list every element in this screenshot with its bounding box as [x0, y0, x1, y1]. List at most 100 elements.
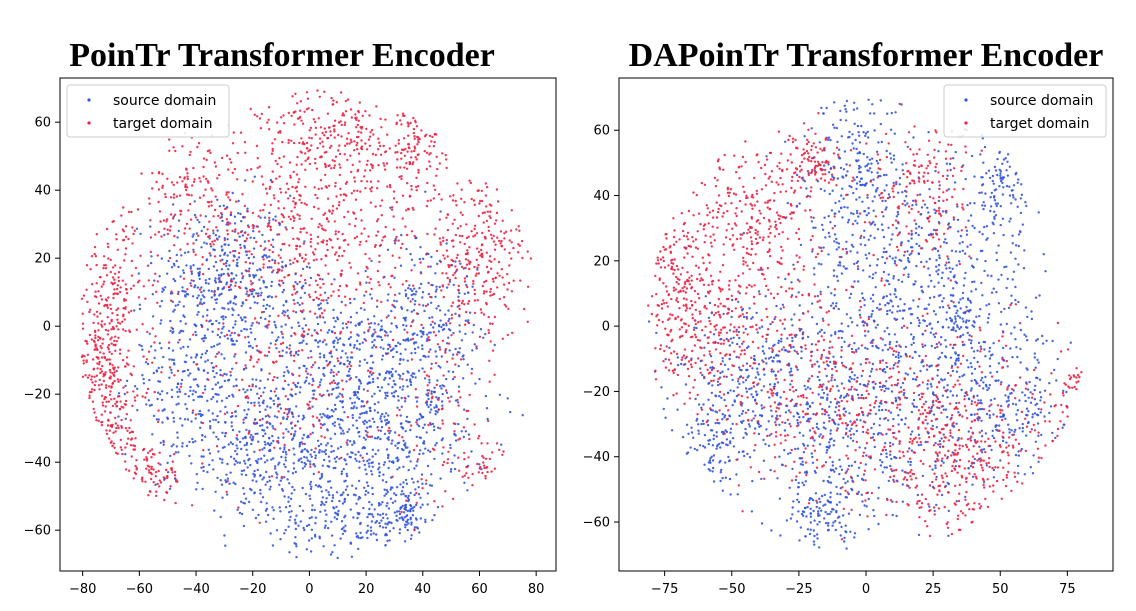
source-point: [208, 463, 211, 466]
source-point: [203, 296, 206, 299]
source-point: [370, 354, 374, 357]
source-point: [214, 277, 217, 280]
source-point: [409, 288, 412, 291]
target-point: [413, 145, 416, 148]
target-point: [310, 366, 313, 369]
target-point: [237, 232, 240, 235]
target-point: [460, 265, 464, 269]
source-point: [399, 507, 402, 510]
source-point: [355, 375, 358, 379]
source-point: [344, 524, 347, 527]
source-point: [306, 436, 309, 439]
target-point: [188, 202, 192, 206]
target-point: [512, 279, 515, 282]
target-point: [322, 239, 325, 242]
source-point: [458, 315, 461, 318]
target-point: [473, 423, 476, 426]
target-point: [465, 472, 468, 475]
source-point: [947, 277, 950, 280]
source-point: [369, 526, 373, 529]
target-point: [405, 162, 408, 165]
source-point: [284, 226, 287, 229]
target-point: [330, 212, 334, 215]
target-point: [383, 168, 387, 171]
target-point: [282, 155, 286, 158]
source-point: [1034, 339, 1038, 342]
target-point: [396, 114, 399, 117]
source-point: [346, 430, 349, 434]
target-point: [650, 295, 654, 298]
source-point: [392, 527, 395, 530]
target-point: [827, 310, 831, 313]
source-point: [296, 381, 300, 385]
target-point: [271, 147, 274, 151]
target-point: [337, 359, 340, 363]
target-point: [945, 177, 948, 181]
source-point: [330, 450, 333, 453]
target-point: [190, 194, 193, 197]
target-point: [99, 345, 102, 348]
target-point: [161, 184, 164, 187]
source-point: [890, 457, 893, 461]
target-point: [506, 273, 509, 276]
source-point: [243, 444, 246, 447]
target-point: [353, 237, 356, 240]
source-point: [360, 412, 364, 415]
target-point: [491, 451, 494, 454]
target-point: [368, 114, 371, 117]
source-point: [332, 374, 335, 378]
source-point: [232, 309, 235, 312]
target-point: [490, 237, 494, 240]
source-point: [151, 293, 154, 296]
target-point: [154, 475, 157, 478]
target-point: [169, 225, 172, 228]
source-point: [218, 294, 221, 297]
target-point: [144, 396, 147, 399]
source-point: [135, 227, 139, 230]
target-point: [275, 177, 278, 180]
target-point: [301, 302, 304, 305]
target-point: [251, 211, 255, 215]
source-point: [272, 402, 276, 406]
target-point: [755, 328, 758, 331]
source-point: [407, 499, 410, 503]
target-point: [711, 283, 714, 286]
target-point: [262, 258, 265, 261]
target-point: [287, 316, 291, 320]
source-point: [403, 540, 407, 543]
source-point: [343, 498, 346, 501]
source-point: [211, 369, 215, 373]
source-point: [384, 526, 388, 529]
source-point: [382, 463, 386, 466]
target-point: [105, 429, 108, 432]
source-point: [281, 260, 284, 264]
target-point: [342, 199, 345, 202]
target-point: [293, 206, 296, 209]
target-point: [781, 322, 784, 325]
target-point: [322, 228, 325, 231]
target-point: [463, 277, 467, 280]
source-point: [298, 391, 302, 394]
target-point: [124, 283, 128, 286]
target-point: [189, 218, 193, 221]
source-point: [352, 440, 356, 443]
target-point: [415, 444, 419, 447]
source-point: [288, 519, 291, 522]
source-point: [419, 496, 422, 499]
source-point: [282, 309, 285, 313]
source-point: [211, 387, 214, 391]
source-point: [1021, 430, 1024, 433]
source-point: [346, 374, 349, 377]
source-point: [220, 245, 223, 248]
source-point: [268, 211, 271, 215]
target-point: [91, 381, 94, 384]
source-point: [226, 337, 230, 340]
target-point: [333, 119, 337, 122]
source-point: [447, 319, 450, 323]
target-point: [426, 232, 429, 236]
target-point: [164, 195, 167, 199]
source-point: [284, 265, 287, 268]
source-point: [370, 473, 374, 476]
target-point: [473, 292, 477, 296]
source-point: [273, 467, 277, 470]
